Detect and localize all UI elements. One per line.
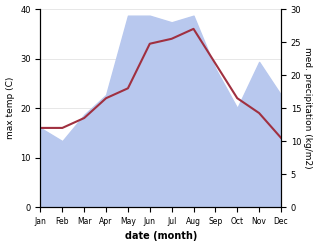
Y-axis label: max temp (C): max temp (C) [5, 77, 15, 139]
Y-axis label: med. precipitation (kg/m2): med. precipitation (kg/m2) [303, 47, 313, 169]
X-axis label: date (month): date (month) [125, 231, 197, 242]
